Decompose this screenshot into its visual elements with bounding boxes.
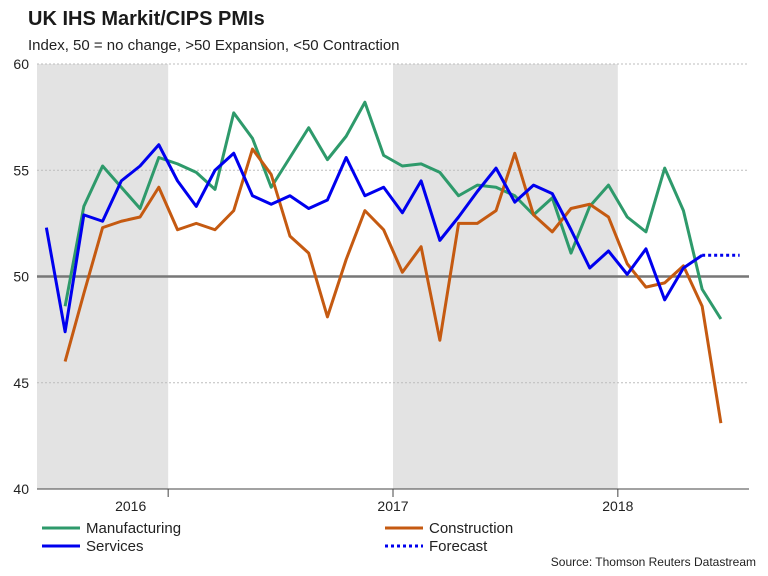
series-line-services: [44, 143, 704, 334]
x-tick-label-2016: 2016: [115, 498, 146, 514]
y-tick-label-45: 45: [13, 375, 29, 391]
legend-label-construction: Construction: [429, 520, 513, 537]
y-tick-label-40: 40: [13, 481, 29, 497]
horizontal-gridlines: [37, 63, 749, 384]
x-tick-label-2017: 2017: [377, 498, 408, 514]
legend-label-manufacturing: Manufacturing: [86, 520, 181, 537]
y-tick-label-60: 60: [13, 56, 29, 72]
y-axis-ticks: 40 45 50 55 60: [13, 56, 29, 497]
series-line-manufacturing: [63, 100, 723, 320]
y-tick-label-50: 50: [13, 269, 29, 285]
x-axis: 2016201720182019: [37, 488, 749, 514]
legend-label-forecast: Forecast: [429, 538, 488, 555]
chart-title: UK IHS Markit/CIPS PMIs: [28, 8, 265, 30]
series-line-construction: [63, 147, 723, 424]
y-tick-label-55: 55: [13, 162, 29, 178]
x-tick-label-2018: 2018: [602, 498, 633, 514]
chart-subtitle: Index, 50 = no change, >50 Expansion, <5…: [28, 37, 400, 54]
series-lines: [44, 100, 740, 424]
legend: Manufacturing Construction Services Forecas…: [42, 520, 513, 555]
source-note: Source: Thomson Reuters Datastream: [550, 555, 756, 569]
legend-label-services: Services: [86, 538, 144, 555]
